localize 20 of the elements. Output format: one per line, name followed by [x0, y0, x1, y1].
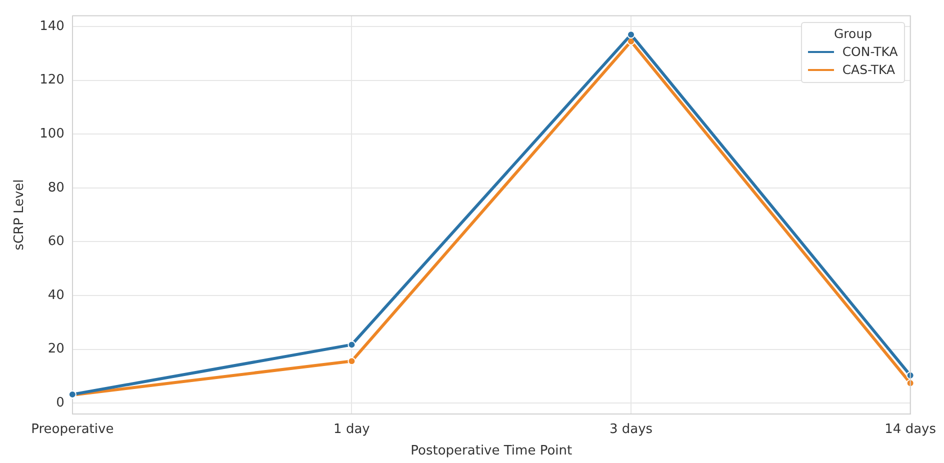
- y-tick-label: 40: [48, 288, 64, 303]
- x-tick-label: 3 days: [609, 422, 653, 437]
- legend-label: CAS-TKA: [842, 60, 896, 79]
- x-axis-title: Postoperative Time Point: [410, 444, 572, 459]
- x-tick-label: 1 day: [334, 422, 370, 437]
- y-tick-label: 20: [48, 342, 64, 357]
- y-tick-label: 100: [40, 126, 64, 142]
- point: [348, 340, 356, 349]
- x-tick-label: Preoperative: [31, 422, 114, 437]
- legend-title: Group: [833, 26, 874, 41]
- y-tick-label: 120: [40, 72, 64, 88]
- point: [627, 30, 636, 39]
- point: [348, 357, 356, 366]
- y-tick-label: 0: [56, 395, 64, 410]
- y-tick-label: 60: [48, 234, 64, 250]
- x-tick-label: 14 days: [884, 422, 936, 437]
- y-tick-label: 140: [40, 18, 64, 34]
- y-tick-label: 80: [48, 180, 64, 196]
- legend-label: CON-TKA: [842, 42, 898, 61]
- y-axis-title: sCRP Level: [12, 179, 28, 250]
